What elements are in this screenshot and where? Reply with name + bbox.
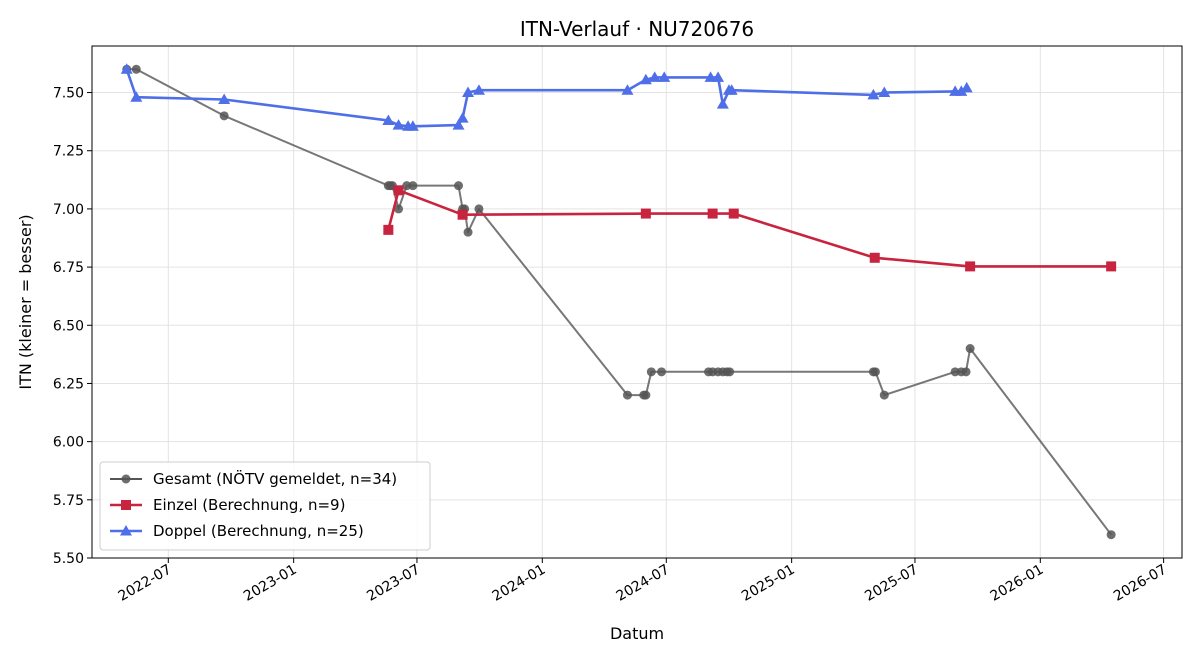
data-point-gesamt	[219, 111, 229, 121]
legend-marker-doppel	[120, 525, 132, 536]
series-doppel	[120, 63, 973, 131]
data-point-doppel	[639, 73, 652, 85]
data-point-doppel	[960, 81, 973, 93]
data-point-einzel	[393, 185, 404, 196]
data-point-doppel	[130, 91, 143, 102]
data-point-doppel	[456, 112, 469, 123]
legend-box	[99, 461, 431, 551]
data-point-doppel	[867, 88, 880, 100]
y-tick-label: 7.50	[53, 86, 84, 102]
data-point-gesamt	[131, 64, 141, 74]
y-tick-label: 7.00	[53, 202, 84, 218]
y-tick-label: 6.50	[53, 318, 84, 334]
data-point-gesamt	[879, 390, 889, 400]
data-point-gesamt	[870, 367, 880, 377]
data-point-doppel	[462, 86, 475, 98]
data-point-einzel	[869, 252, 880, 263]
series-einzel	[383, 185, 1117, 272]
data-point-gesamt	[408, 181, 418, 191]
y-tick-label: 6.75	[53, 260, 84, 276]
legend-marker-einzel	[121, 500, 131, 510]
data-point-einzel	[457, 209, 468, 220]
series-layer	[120, 63, 1117, 540]
data-point-doppel	[452, 119, 465, 130]
x-axis-label: Datum	[610, 624, 664, 643]
data-point-doppel	[621, 84, 634, 95]
data-point-doppel	[392, 119, 405, 130]
y-tick-label: 5.75	[53, 493, 84, 509]
y-tick-label: 7.25	[53, 144, 84, 160]
data-point-einzel	[640, 208, 651, 219]
data-point-doppel	[120, 63, 133, 74]
data-point-gesamt	[394, 204, 404, 214]
y-tick-label: 5.50	[53, 551, 84, 567]
data-point-einzel	[1106, 261, 1117, 272]
data-point-gesamt	[622, 390, 632, 400]
data-point-doppel	[648, 71, 661, 82]
data-point-doppel	[955, 85, 968, 96]
legend-label-gesamt: Gesamt (NÖTV gemeldet, n=34)	[153, 469, 397, 488]
data-point-doppel	[382, 114, 395, 125]
legend: Gesamt (NÖTV gemeldet, n=34) Einzel (Bere…	[99, 461, 431, 551]
y-tick-label: 6.25	[53, 376, 84, 392]
data-point-gesamt	[657, 367, 667, 377]
y-axis-label: ITN (kleiner = besser)	[16, 214, 35, 389]
legend-label-doppel: Doppel (Berechnung, n=25)	[153, 522, 364, 540]
data-point-doppel	[658, 71, 671, 82]
chart-title: ITN-Verlauf · NU720676	[520, 17, 754, 41]
data-point-doppel	[716, 98, 729, 109]
data-point-einzel	[728, 208, 739, 219]
data-point-gesamt	[725, 367, 735, 377]
data-point-gesamt	[1106, 530, 1116, 540]
data-point-gesamt	[961, 367, 971, 377]
plot-frame	[91, 45, 1183, 559]
data-point-gesamt	[965, 344, 975, 354]
data-point-doppel	[725, 84, 738, 95]
y-tick-label: 6.00	[53, 435, 84, 451]
data-point-gesamt	[454, 181, 464, 191]
data-point-doppel	[406, 120, 419, 131]
data-point-einzel	[965, 261, 976, 272]
data-point-gesamt	[463, 227, 473, 237]
data-point-gesamt	[641, 390, 651, 400]
data-point-doppel	[878, 86, 891, 98]
legend-marker-gesamt	[121, 474, 131, 484]
data-point-doppel	[472, 84, 485, 95]
data-point-doppel	[218, 93, 231, 105]
data-point-doppel	[712, 71, 725, 82]
data-point-gesamt	[646, 367, 656, 377]
data-point-einzel	[707, 208, 718, 219]
data-point-gesamt	[474, 204, 484, 214]
legend-label-einzel: Einzel (Berechnung, n=9)	[153, 496, 345, 514]
data-point-einzel	[383, 224, 394, 235]
